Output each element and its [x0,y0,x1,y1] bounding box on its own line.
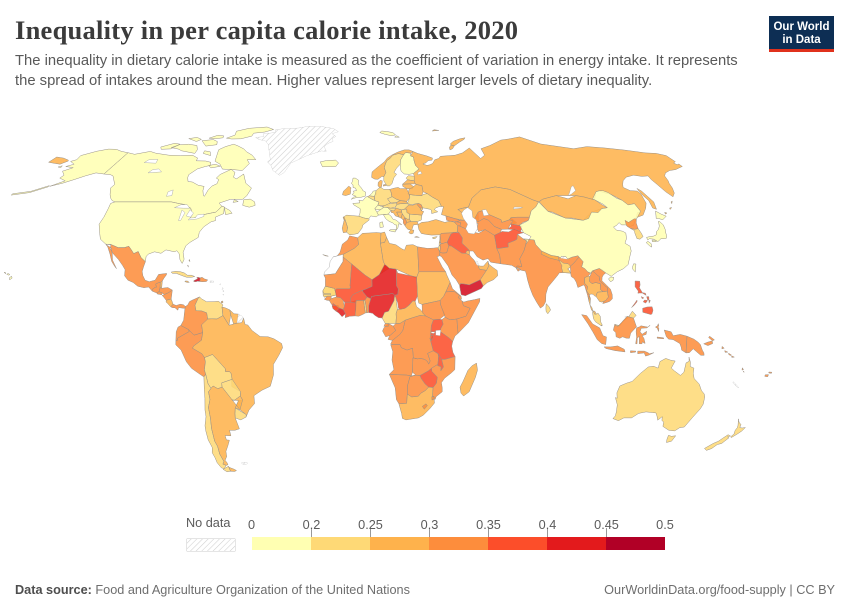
svg-text:No data: No data [186,516,231,530]
svg-text:0.25: 0.25 [358,518,383,532]
svg-text:0.45: 0.45 [594,518,619,532]
svg-text:0.5: 0.5 [656,518,674,532]
svg-text:0.4: 0.4 [539,518,557,532]
svg-text:0: 0 [248,518,255,532]
svg-text:0.2: 0.2 [303,518,321,532]
svg-text:0.3: 0.3 [421,518,439,532]
svg-text:0.35: 0.35 [476,518,501,532]
